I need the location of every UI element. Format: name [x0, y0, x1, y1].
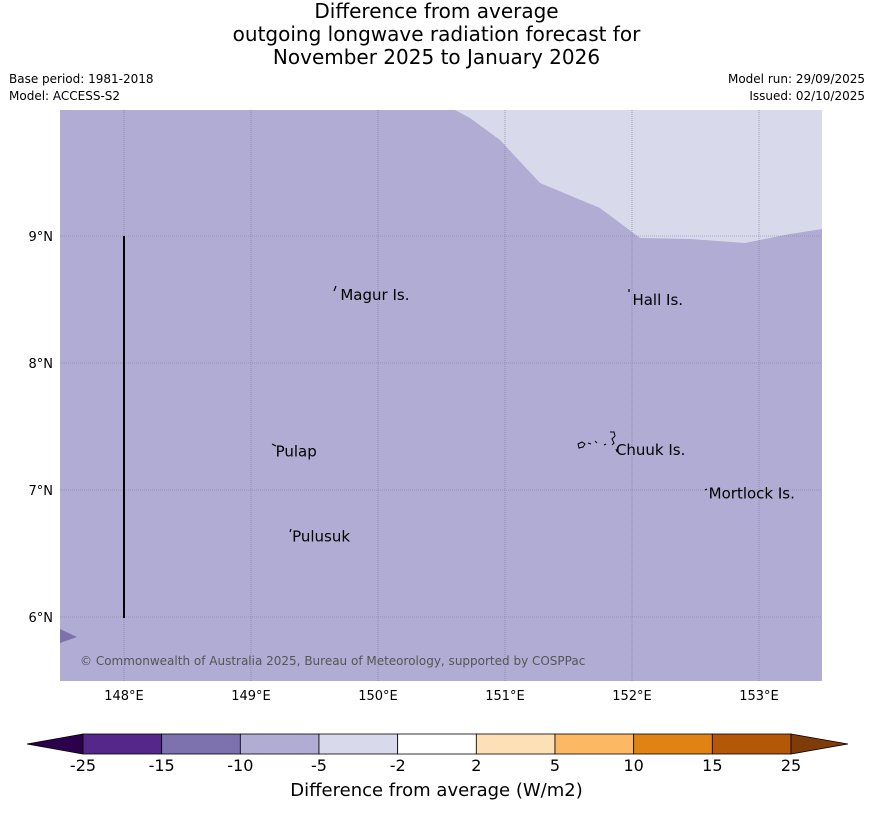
island-outlines [271, 285, 708, 533]
lat-tick-label: 9°N [29, 230, 54, 245]
lon-tick-label: 148°E [104, 689, 144, 704]
anomaly-light-region [455, 110, 822, 243]
place-label: Chuuk Is. [616, 441, 685, 459]
colorbar-bin [633, 733, 713, 755]
colorbar-bin [397, 733, 477, 755]
lat-tick-label: 7°N [29, 484, 54, 499]
colorbar-bin [161, 733, 241, 755]
place-label: Hall Is. [632, 291, 683, 309]
colorbar-tick-label: 10 [623, 756, 643, 775]
colorbar-tick-label: 5 [550, 756, 560, 775]
place-label: Magur Is. [340, 286, 409, 304]
colorbar-tick-label: -5 [311, 756, 327, 775]
colorbar-bin [554, 733, 635, 755]
lon-tick-label: 153°E [739, 689, 779, 704]
meta-left: Base period: 1981-2018 Model: ACCESS-S2 [9, 71, 154, 105]
colorbar-under-arrow [26, 733, 84, 755]
gridlines [60, 110, 822, 681]
colorbar-tick-label: 25 [781, 756, 801, 775]
colorbar-tick-label: -15 [149, 756, 175, 775]
lon-tick-label: 150°E [358, 689, 398, 704]
map-area [60, 110, 822, 681]
colorbar-title: Difference from average (W/m2) [290, 780, 583, 801]
title-line-1: Difference from average [314, 0, 559, 23]
place-label: Pulusuk [292, 527, 350, 545]
colorbar-tick-label: -2 [390, 756, 406, 775]
colorbar-bin [475, 733, 556, 755]
place-label: Mortlock Is. [709, 484, 795, 502]
lat-tick-label: 8°N [29, 357, 54, 372]
base-period: Base period: 1981-2018 [9, 72, 154, 86]
colorbar: -25 -15 -10 -5 -2 2 5 10 15 25 [26, 733, 849, 775]
model-name: Model: ACCESS-S2 [9, 89, 121, 103]
anomaly-dark-region [60, 629, 77, 643]
latitude-labels: 9°N 8°N 7°N 6°N [29, 230, 54, 626]
island-marks-icon [271, 285, 708, 533]
chart-title: Difference from average outgoing longwav… [0, 0, 873, 69]
colorbar-tick-label: -10 [227, 756, 253, 775]
colorbar-tick-label: 2 [471, 756, 481, 775]
model-run: Model run: 29/09/2025 [727, 72, 865, 86]
longitude-labels: 148°E 149°E 150°E 151°E 152°E 153°E [104, 689, 779, 704]
issued-date: Issued: 02/10/2025 [749, 89, 865, 103]
copyright-notice: © Commonwealth of Australia 2025, Bureau… [80, 654, 585, 668]
lat-tick-label: 6°N [29, 611, 54, 626]
colorbar-bin [82, 733, 163, 755]
meta-right: Model run: 29/09/2025 Issued: 02/10/2025 [728, 71, 865, 105]
place-labels: Magur Is. Hall Is. Pulap Chuuk Is. Mortlock … [276, 286, 795, 545]
lon-tick-label: 149°E [231, 689, 271, 704]
title-line-3: November 2025 to January 2026 [272, 45, 601, 69]
title-line-2: outgoing longwave radiation forecast for [232, 22, 641, 46]
colorbar-tick-label: 15 [702, 756, 722, 775]
lon-tick-label: 151°E [485, 689, 525, 704]
colorbar-over-arrow [790, 733, 849, 755]
colorbar-bin [239, 733, 320, 755]
lon-tick-label: 152°E [612, 689, 652, 704]
colorbar-bin [318, 733, 399, 755]
chuuk-lagoon-icon [577, 431, 618, 453]
place-label: Pulap [276, 442, 317, 460]
colorbar-tick-label: -25 [70, 756, 96, 775]
colorbar-bin [711, 733, 792, 755]
